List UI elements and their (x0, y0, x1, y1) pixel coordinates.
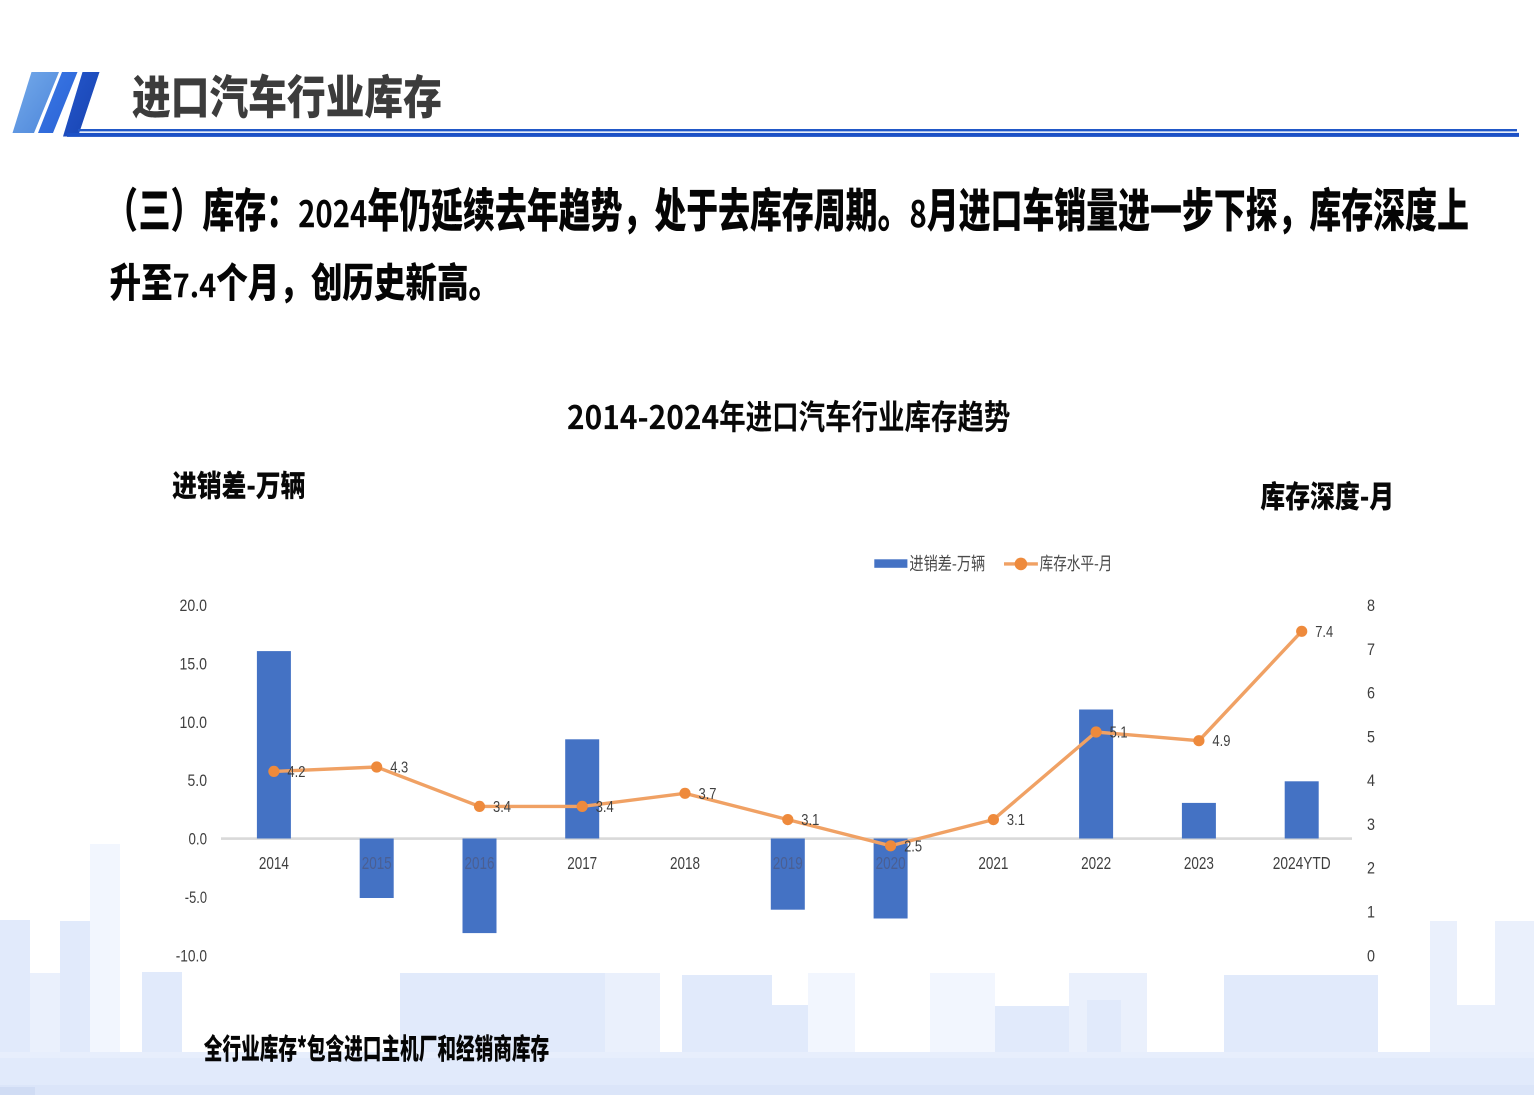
svg-text:2022: 2022 (1081, 853, 1111, 873)
svg-text:2018: 2018 (670, 853, 700, 873)
svg-text:0.0: 0.0 (189, 831, 208, 849)
svg-text:3.4: 3.4 (493, 799, 511, 816)
svg-text:2014: 2014 (259, 853, 289, 873)
svg-text:2016: 2016 (465, 853, 495, 873)
svg-text:2.5: 2.5 (904, 838, 922, 855)
svg-text:-5.0: -5.0 (185, 889, 207, 907)
svg-text:3.1: 3.1 (1007, 812, 1025, 829)
svg-text:3: 3 (1367, 816, 1375, 834)
svg-text:4.2: 4.2 (287, 764, 305, 781)
svg-text:7: 7 (1367, 641, 1375, 659)
svg-text:5.0: 5.0 (188, 772, 208, 790)
svg-text:2021: 2021 (978, 853, 1008, 873)
svg-text:2017: 2017 (567, 853, 597, 873)
svg-text:6: 6 (1367, 685, 1375, 703)
svg-text:3.1: 3.1 (801, 812, 819, 829)
svg-text:20.0: 20.0 (180, 597, 208, 615)
svg-text:2: 2 (1367, 860, 1375, 878)
svg-text:7.4: 7.4 (1315, 624, 1333, 641)
svg-text:5: 5 (1367, 728, 1375, 746)
svg-text:-10.0: -10.0 (176, 947, 207, 965)
svg-text:10.0: 10.0 (180, 714, 208, 732)
svg-text:3.4: 3.4 (596, 799, 614, 816)
svg-text:2020: 2020 (876, 853, 906, 873)
svg-text:1: 1 (1367, 904, 1375, 922)
svg-text:2015: 2015 (362, 853, 392, 873)
svg-text:2019: 2019 (773, 853, 803, 873)
svg-text:2024YTD: 2024YTD (1273, 853, 1331, 873)
svg-text:0: 0 (1367, 947, 1375, 965)
svg-text:3.7: 3.7 (699, 786, 717, 803)
svg-text:15.0: 15.0 (180, 655, 208, 673)
svg-text:5.1: 5.1 (1110, 725, 1128, 742)
svg-text:8: 8 (1367, 597, 1375, 615)
svg-text:4.9: 4.9 (1212, 733, 1230, 750)
svg-text:4: 4 (1367, 772, 1375, 790)
svg-text:2023: 2023 (1184, 853, 1214, 873)
svg-text:4.3: 4.3 (390, 760, 408, 777)
